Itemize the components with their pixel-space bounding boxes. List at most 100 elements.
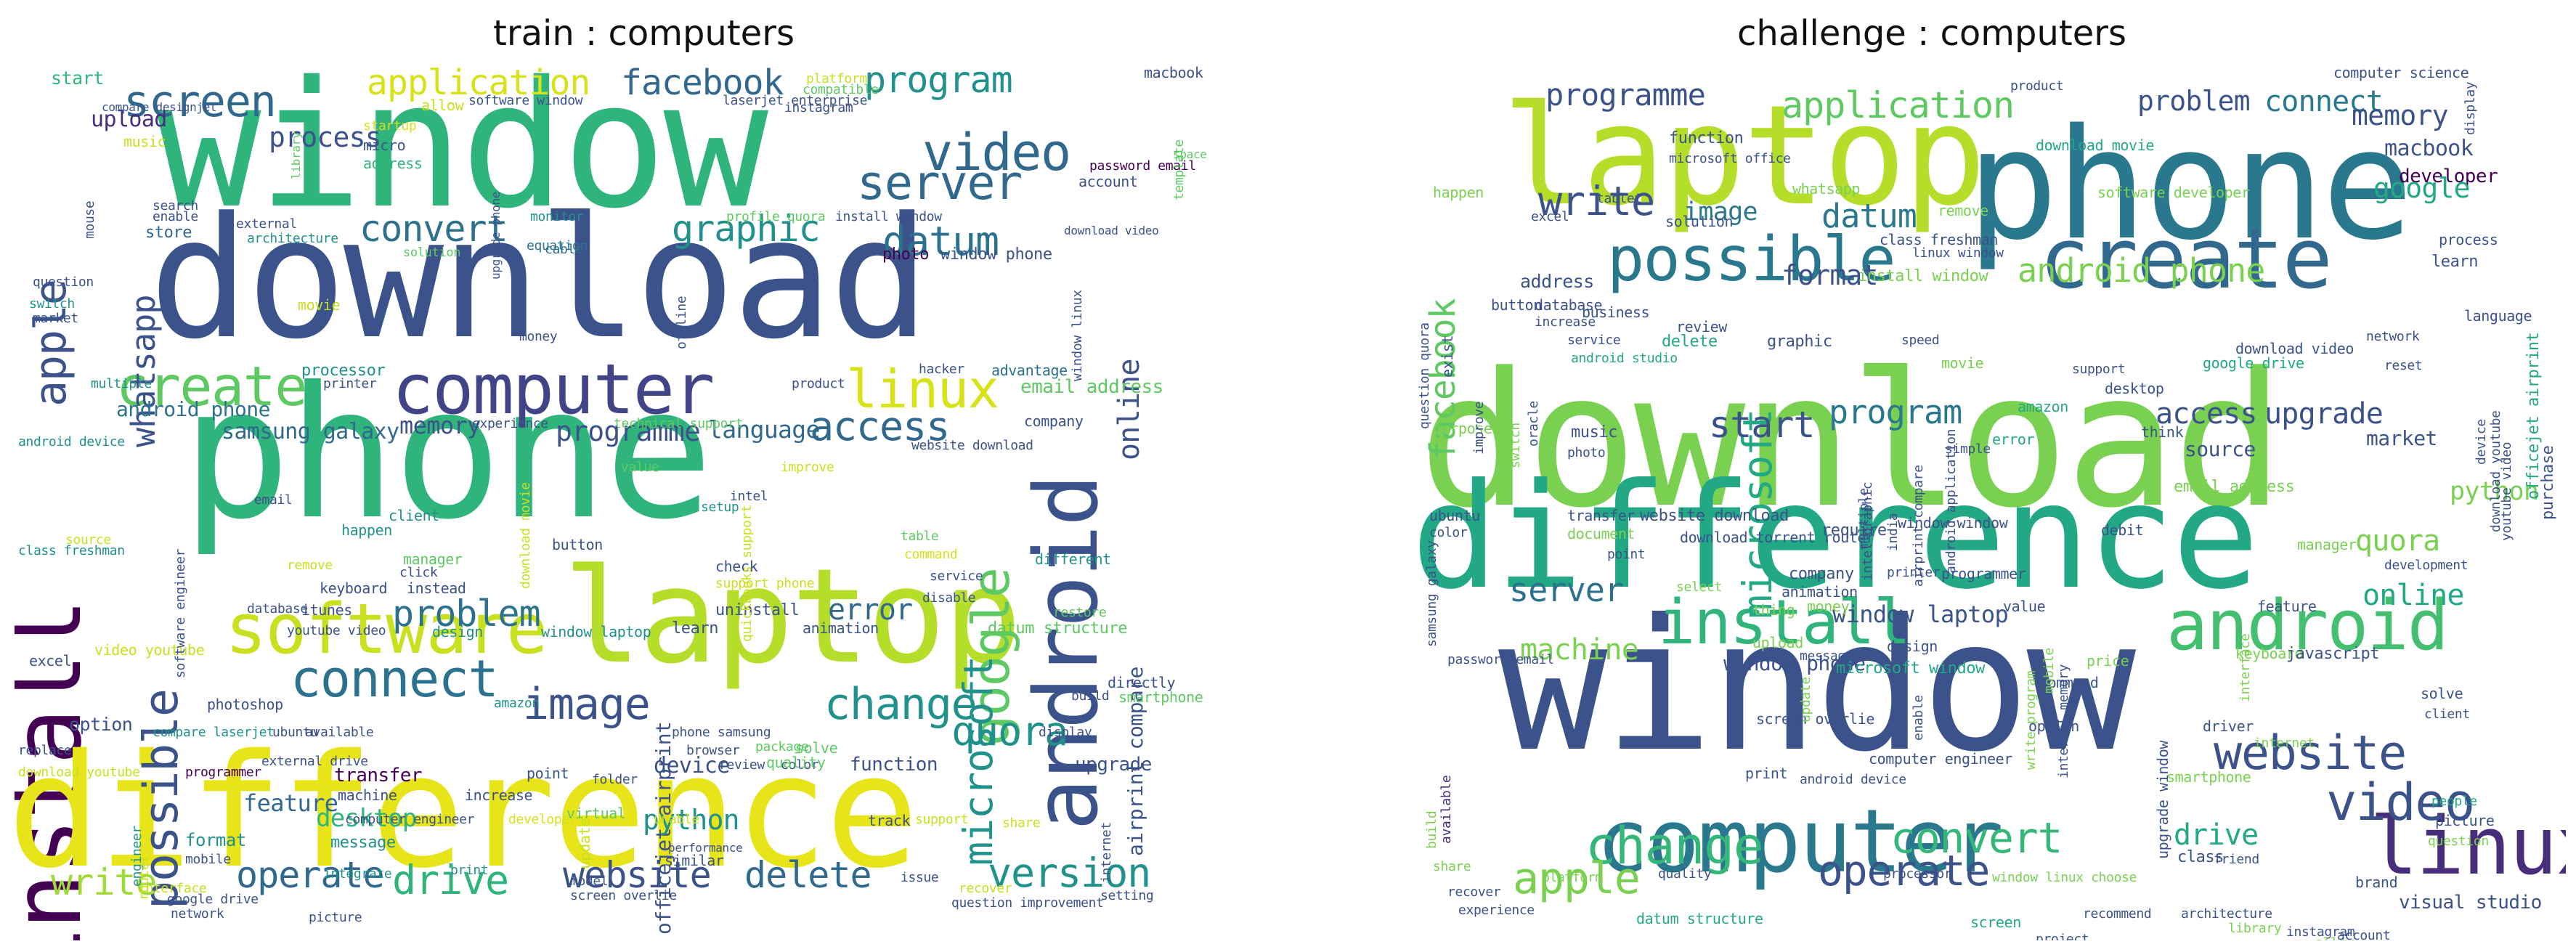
word-cloud-word: mouse <box>82 200 97 239</box>
word-cloud-word: computer science <box>2333 64 2469 81</box>
word-cloud-word: download movie <box>518 482 533 590</box>
word-cloud-word: function <box>850 754 938 776</box>
word-cloud-word: screen <box>1970 914 2021 931</box>
word-cloud-word: class <box>2177 848 2224 866</box>
word-cloud-word: external <box>236 216 297 232</box>
word-cloud-word: network <box>171 906 224 922</box>
word-cloud-word: option <box>69 714 133 735</box>
word-cloud-word: connect <box>2264 85 2384 118</box>
word-cloud-word: table <box>901 529 939 544</box>
word-cloud-word: download movie <box>2036 137 2154 154</box>
word-cloud-word: company <box>1789 565 1854 583</box>
word-cloud-word: startup <box>363 118 417 134</box>
word-cloud-word: enable <box>153 209 198 224</box>
word-cloud-word: message <box>1800 648 1853 664</box>
word-cloud-word: email address <box>2174 478 2295 496</box>
word-cloud-word: ubuntu <box>1429 507 1480 524</box>
word-cloud-word: platform <box>1542 870 1603 885</box>
word-cloud-word: intel <box>730 489 768 504</box>
word-cloud-word: color <box>781 757 819 773</box>
word-cloud-word: available <box>1439 775 1454 845</box>
word-cloud-word: software <box>225 590 548 670</box>
word-cloud-word: drive <box>2174 818 2259 852</box>
word-cloud-word: architecture <box>247 231 338 246</box>
word-cloud-word: point <box>1607 547 1646 562</box>
word-cloud-word: change <box>824 679 978 730</box>
word-cloud-word: address <box>1520 271 1594 292</box>
word-cloud-word: music <box>1571 423 1618 442</box>
word-cloud-word: software engineer <box>173 548 188 678</box>
word-cloud-word: email address <box>1020 376 1163 398</box>
word-cloud-word: cable <box>545 242 583 257</box>
word-cloud-word: brand <box>2355 874 2398 891</box>
word-cloud-word: profile quora <box>726 209 826 224</box>
word-cloud-word: connect <box>290 649 499 709</box>
word-cloud-word: access <box>810 403 950 449</box>
word-cloud-word: increase <box>1535 314 1596 330</box>
word-cloud-word: phone samsung <box>672 725 771 740</box>
word-cloud-word: linux <box>2370 800 2566 892</box>
word-cloud-word: hacker <box>919 362 964 377</box>
word-cloud-word: google drive <box>167 892 259 907</box>
word-cloud-word: online <box>2362 579 2465 612</box>
word-cloud-word: change <box>1585 816 1764 876</box>
word-cloud-word: video <box>922 123 1071 182</box>
word-cloud-word: access <box>2156 397 2258 431</box>
word-cloud-word: switch <box>1508 422 1523 468</box>
word-cloud-word: error <box>1992 431 2035 448</box>
word-cloud-word: picture <box>309 910 362 925</box>
word-cloud-word: service <box>930 569 983 584</box>
word-cloud-word: update <box>1798 676 1813 723</box>
word-cloud-word: thing <box>1752 601 1795 619</box>
word-cloud: windowdownloadphoneinstalldifferencelapt… <box>15 58 1213 940</box>
word-cloud-word: android phone <box>116 397 270 421</box>
word-cloud-word: monitor <box>530 209 584 224</box>
word-cloud-word: program <box>864 59 1013 101</box>
word-cloud-word: photo <box>1567 445 1606 460</box>
word-cloud-word: switch <box>29 296 75 312</box>
word-cloud-word: computer <box>1596 792 2004 892</box>
word-cloud-word: question quora <box>1418 322 1432 430</box>
word-cloud-word: internet <box>1099 822 1114 884</box>
word-cloud-word: experience <box>472 416 548 431</box>
word-cloud-word: delete <box>744 854 872 896</box>
word-cloud-word: money <box>519 329 558 344</box>
word-cloud-word: phone <box>182 348 714 559</box>
word-cloud-word: tablet <box>1596 191 1642 206</box>
word-cloud-word: window laptop <box>1832 601 2009 628</box>
word-cloud-word: remove <box>287 558 333 573</box>
word-cloud-word: client <box>2424 707 2470 722</box>
word-cloud-word: money <box>1807 598 1850 615</box>
word-cloud-word: datum structure <box>988 619 1128 638</box>
word-cloud-word: manager <box>403 550 463 568</box>
word-cloud-word: driver <box>2203 717 2254 735</box>
word-cloud-word: exist <box>1439 335 1456 378</box>
word-cloud-word: version <box>988 850 1151 896</box>
word-cloud-word: track <box>868 812 911 829</box>
word-cloud-word: whatsapp <box>1792 180 1861 198</box>
word-cloud-word: developer <box>2399 166 2498 187</box>
word-cloud-word: airprint compare <box>1911 465 1926 587</box>
word-cloud-word: disable <box>922 590 976 606</box>
word-cloud-word: machine <box>338 786 397 804</box>
word-cloud-word: javascript <box>2286 645 2380 663</box>
word-cloud-word: google <box>2373 172 2470 204</box>
word-cloud-word: download youtube <box>18 765 140 780</box>
word-cloud-word: intel graphic <box>1860 482 1875 582</box>
word-cloud-word: equation <box>527 238 588 253</box>
word-cloud-word: interface <box>138 881 207 896</box>
word-cloud-word: upload <box>91 107 167 132</box>
word-cloud-word: datum structure <box>1636 910 1763 927</box>
word-cloud-word: market <box>33 311 78 326</box>
word-cloud-word: compare laserjet <box>153 725 275 740</box>
word-cloud-word: network <box>2366 329 2420 344</box>
word-cloud-word: operate <box>236 854 385 896</box>
word-cloud-word: install window <box>1858 267 1988 285</box>
word-cloud-word: android <box>1017 476 1118 831</box>
word-cloud-word: store <box>145 224 192 242</box>
word-cloud-word: reset <box>2384 358 2423 373</box>
word-cloud-word: upgrade phone <box>489 191 503 280</box>
word-cloud-word: address <box>363 155 423 172</box>
word-cloud-word: software window <box>468 93 583 108</box>
word-cloud-word: interface <box>2238 633 2253 703</box>
